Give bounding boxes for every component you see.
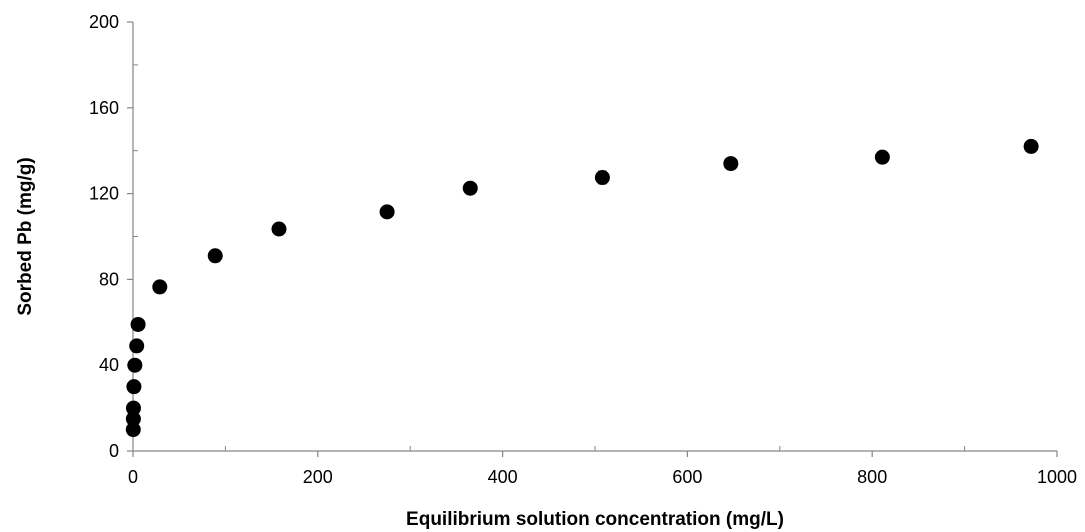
data-point — [594, 170, 610, 186]
tick-labels: 0 40 80 120 160 200 0 200 400 600 800 1000 — [89, 12, 1077, 487]
ticks — [127, 21, 1058, 457]
data-point — [271, 221, 287, 237]
x-axis-title: Equilibrium solution concentration (mg/L… — [406, 509, 784, 530]
y-tick-label: 40 — [99, 355, 119, 375]
data-point — [129, 338, 145, 354]
data-point — [1023, 138, 1039, 154]
data-point — [130, 316, 146, 332]
y-tick-label: 120 — [89, 184, 119, 204]
x-tick-label: 1000 — [1037, 467, 1077, 487]
y-tick-label: 0 — [109, 441, 119, 461]
x-tick-label: 600 — [672, 467, 702, 487]
data-point — [874, 149, 890, 165]
data-point — [125, 400, 141, 416]
data-point — [379, 204, 395, 220]
data-point — [125, 411, 141, 427]
data-point — [207, 248, 223, 264]
data-point — [152, 279, 168, 295]
y-tick-label: 80 — [99, 269, 119, 289]
y-tick-label: 160 — [89, 98, 119, 118]
x-tick-label: 800 — [857, 467, 887, 487]
data-point — [126, 379, 142, 395]
x-tick-label: 200 — [303, 467, 333, 487]
data-point — [462, 180, 478, 196]
y-tick-label: 200 — [89, 12, 119, 32]
x-tick-label: 0 — [128, 467, 138, 487]
y-axis-title: Sorbed Pb (mg/g) — [15, 157, 36, 315]
data-point — [125, 422, 141, 438]
axes — [132, 22, 1057, 452]
data-points — [125, 138, 1039, 438]
data-point — [127, 357, 143, 373]
data-point — [723, 156, 739, 172]
x-tick-label: 400 — [488, 467, 518, 487]
